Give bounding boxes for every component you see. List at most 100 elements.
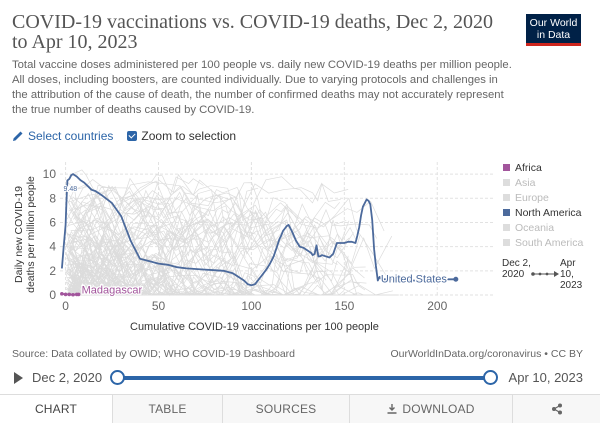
legend-item-south-america[interactable]: South America <box>503 235 583 250</box>
x-tick-label: 0 <box>62 299 69 313</box>
share-icon <box>551 403 562 415</box>
chart-controls: Select countries Zoom to selection <box>12 129 236 143</box>
series-label-united-states: United States <box>381 273 448 285</box>
source-note: Source: Data collated by OWID; WHO COVID… <box>12 348 296 360</box>
legend-label: South America <box>515 236 584 249</box>
legend-item-africa[interactable]: Africa <box>503 160 583 175</box>
x-tick-label: 200 <box>427 299 447 313</box>
country-line <box>70 219 167 288</box>
arrow-dots-icon <box>531 271 559 277</box>
select-countries-button[interactable]: Select countries <box>12 129 113 143</box>
legend-label: Africa <box>515 161 542 174</box>
x-tick-label: 150 <box>334 299 354 313</box>
y-axis-label-line: deaths per million people <box>25 176 37 293</box>
country-line <box>66 179 354 271</box>
legend-swatch <box>503 164 510 171</box>
y-tick-label: 0 <box>49 288 56 302</box>
mini-end-label: Apr 10, 2023 <box>560 258 583 291</box>
tab-table[interactable]: TABLE <box>113 395 223 423</box>
country-line <box>69 174 204 251</box>
pencil-icon <box>13 131 23 141</box>
legend-item-asia[interactable]: Asia <box>503 175 583 190</box>
series-line-united-states <box>61 173 456 287</box>
chart-header: COVID-19 vaccinations vs. COVID-19 death… <box>12 12 512 118</box>
legend-item-north-america[interactable]: North America <box>503 205 583 220</box>
country-line <box>74 245 135 296</box>
tab-sources[interactable]: SOURCES <box>223 395 350 423</box>
y-tick-label: 2 <box>49 264 56 278</box>
logo-bar <box>526 43 581 46</box>
legend-label: Oceania <box>515 221 555 234</box>
chart-title: COVID-19 vaccinations vs. COVID-19 death… <box>12 11 494 53</box>
legend-swatch <box>503 194 510 201</box>
series-point <box>67 292 72 297</box>
timeline-end-label: Apr 10, 2023 <box>508 370 583 385</box>
legend-swatch <box>503 209 510 216</box>
chart-subtitle: Total vaccine doses administered per 100… <box>12 59 512 116</box>
share-button[interactable] <box>513 395 600 423</box>
country-line <box>67 228 361 296</box>
owid-logo[interactable]: Our World in Data <box>526 14 581 46</box>
series-point <box>76 292 81 297</box>
country-line <box>67 268 120 296</box>
highlighted-series: United States Madagascar 9.48 <box>60 173 459 298</box>
timeline-track[interactable] <box>117 376 490 380</box>
timeline-start-handle[interactable] <box>110 370 125 385</box>
region-legend: Africa Asia Europe North America Oceania Sout… <box>503 160 583 250</box>
tab-chart[interactable]: CHART <box>0 395 113 423</box>
y-axis-label-line: Daily new COVID-19 <box>13 186 25 283</box>
mini-timeline-legend: Dec 2, 2020 Apr 10, 2023 <box>502 258 592 298</box>
select-countries-label: Select countries <box>28 129 114 143</box>
timeline-end-handle[interactable] <box>483 370 498 385</box>
legend-swatch <box>503 239 510 246</box>
play-icon[interactable] <box>14 372 23 384</box>
y-tick-label: 4 <box>49 240 56 254</box>
series-point <box>71 292 75 297</box>
country-line <box>72 216 297 296</box>
country-line <box>67 210 342 281</box>
timeline-slider[interactable]: Dec 2, 2020 Apr 10, 2023 <box>0 368 600 388</box>
y-tick-label: 6 <box>49 215 56 229</box>
country-line <box>69 264 111 285</box>
tab-download-label: DOWNLOAD <box>402 402 475 416</box>
series-label-madagascar: Madagascar <box>82 284 143 296</box>
y-tick-label: 8 <box>49 191 56 205</box>
country-line <box>70 217 246 290</box>
y-tick-label: 10 <box>43 167 57 181</box>
zoom-checkbox[interactable] <box>127 131 138 141</box>
zoom-to-selection-toggle[interactable]: Zoom to selection <box>127 129 236 143</box>
series-point <box>60 291 64 296</box>
tab-download[interactable]: DOWNLOAD <box>350 395 513 423</box>
country-line <box>69 193 143 250</box>
tab-sources-label: SOURCES <box>255 402 317 416</box>
value-annotation: 9.48 <box>64 186 78 193</box>
country-line <box>71 260 345 296</box>
logo-line2: in Data <box>536 28 571 41</box>
legend-swatch <box>503 179 510 186</box>
download-icon <box>387 404 397 414</box>
legend-label: Asia <box>515 176 536 189</box>
source-url[interactable]: OurWorldInData.org/coronavirus • CC BY <box>390 348 583 360</box>
legend-item-europe[interactable]: Europe <box>503 190 583 205</box>
country-line <box>69 238 124 271</box>
x-axis-label: Cumulative COVID-19 vaccinations per 100… <box>130 321 379 333</box>
tab-bar: CHART TABLE SOURCES DOWNLOAD <box>0 394 600 423</box>
x-tick-label: 50 <box>152 299 166 313</box>
legend-swatch <box>503 224 510 231</box>
tab-chart-label: CHART <box>34 402 78 416</box>
country-line <box>72 190 167 227</box>
mini-start-label: Dec 2, 2020 <box>502 258 531 280</box>
zoom-label: Zoom to selection <box>141 129 237 143</box>
series-endpoint <box>453 276 459 282</box>
country-line <box>66 210 105 262</box>
country-line <box>65 200 347 296</box>
logo-line1: Our World <box>529 17 578 29</box>
country-line <box>67 185 385 294</box>
country-line <box>66 199 365 296</box>
country-line <box>70 176 349 256</box>
country-line <box>70 269 233 296</box>
legend-item-oceania[interactable]: Oceania <box>503 220 583 235</box>
background-country-lines <box>65 169 400 297</box>
